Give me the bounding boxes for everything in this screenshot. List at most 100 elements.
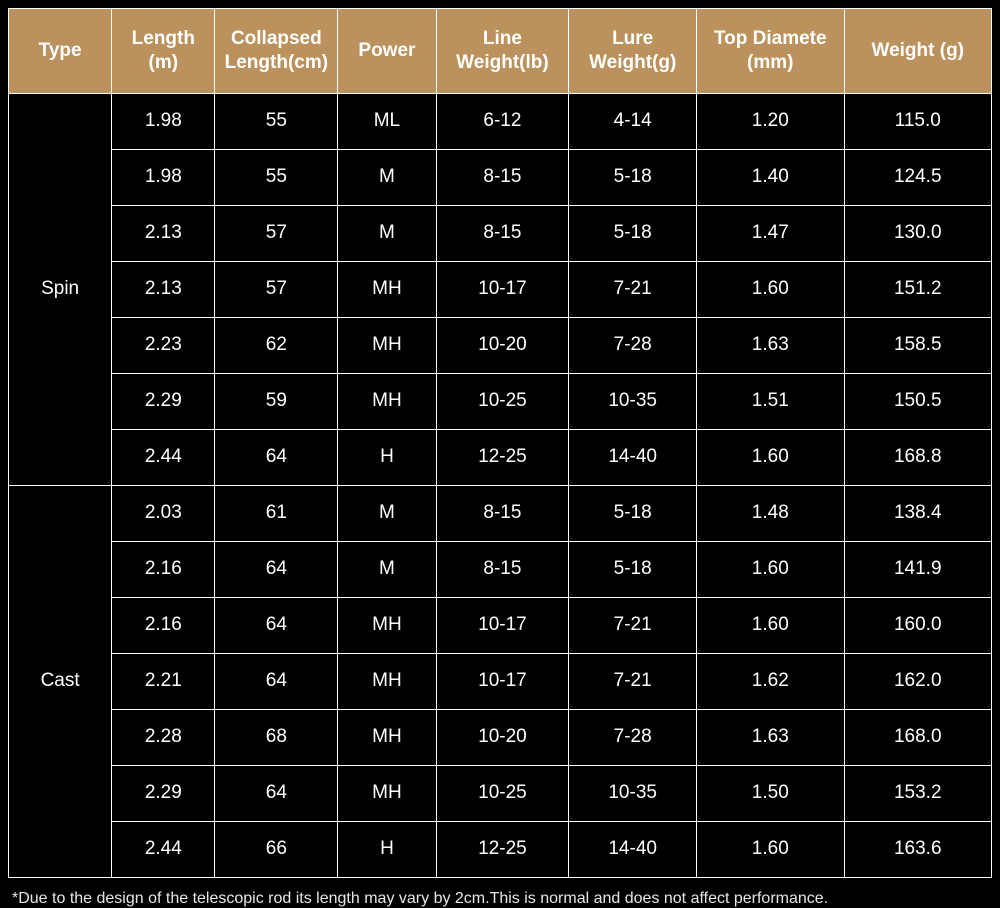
col-header-power: Power	[338, 9, 436, 94]
cell-diameter: 1.60	[697, 597, 844, 653]
cell-lure: 5-18	[569, 541, 697, 597]
cell-length: 2.13	[112, 261, 215, 317]
cell-line: 10-25	[436, 765, 569, 821]
col-header-diameter: Top Diamete (mm)	[697, 9, 844, 94]
cell-length: 2.13	[112, 205, 215, 261]
cell-weight: 151.2	[844, 261, 992, 317]
cell-line: 10-17	[436, 653, 569, 709]
cell-weight: 150.5	[844, 373, 992, 429]
cell-line: 8-15	[436, 541, 569, 597]
col-header-weight: Weight (g)	[844, 9, 992, 94]
cell-line: 10-17	[436, 261, 569, 317]
cell-collapsed: 59	[215, 373, 338, 429]
cell-lure: 5-18	[569, 485, 697, 541]
cell-power: M	[338, 149, 436, 205]
table-body: Spin 1.98 55 ML 6-12 4-14 1.20 115.0 1.9…	[9, 93, 992, 877]
cell-lure: 7-21	[569, 597, 697, 653]
cell-line: 12-25	[436, 429, 569, 485]
cell-weight: 153.2	[844, 765, 992, 821]
cell-lure: 14-40	[569, 821, 697, 877]
cell-diameter: 1.50	[697, 765, 844, 821]
cell-weight: 138.4	[844, 485, 992, 541]
cell-collapsed: 57	[215, 205, 338, 261]
cell-lure: 4-14	[569, 93, 697, 149]
cell-length: 1.98	[112, 93, 215, 149]
cell-power: MH	[338, 653, 436, 709]
cell-diameter: 1.62	[697, 653, 844, 709]
cell-length: 2.23	[112, 317, 215, 373]
table-header-row: Type Length (m) Collapsed Length(cm) Pow…	[9, 9, 992, 94]
table-row: 2.21 64 MH 10-17 7-21 1.62 162.0	[9, 653, 992, 709]
cell-line: 8-15	[436, 485, 569, 541]
cell-collapsed: 55	[215, 93, 338, 149]
table-row: Cast 2.03 61 M 8-15 5-18 1.48 138.4	[9, 485, 992, 541]
cell-collapsed: 68	[215, 709, 338, 765]
cell-collapsed: 64	[215, 653, 338, 709]
cell-weight: 124.5	[844, 149, 992, 205]
cell-weight: 163.6	[844, 821, 992, 877]
cell-lure: 14-40	[569, 429, 697, 485]
cell-length: 2.03	[112, 485, 215, 541]
cell-power: M	[338, 485, 436, 541]
cell-diameter: 1.40	[697, 149, 844, 205]
cell-weight: 130.0	[844, 205, 992, 261]
cell-power: ML	[338, 93, 436, 149]
table-row: 1.98 55 M 8-15 5-18 1.40 124.5	[9, 149, 992, 205]
cell-diameter: 1.60	[697, 821, 844, 877]
cell-line: 8-15	[436, 149, 569, 205]
cell-lure: 5-18	[569, 205, 697, 261]
table-row: 2.44 66 H 12-25 14-40 1.60 163.6	[9, 821, 992, 877]
cell-length: 2.44	[112, 429, 215, 485]
cell-collapsed: 61	[215, 485, 338, 541]
cell-power: MH	[338, 373, 436, 429]
cell-power: MH	[338, 597, 436, 653]
cell-line: 8-15	[436, 205, 569, 261]
cell-length: 2.16	[112, 597, 215, 653]
cell-collapsed: 57	[215, 261, 338, 317]
cell-length: 2.16	[112, 541, 215, 597]
spec-table: Type Length (m) Collapsed Length(cm) Pow…	[8, 8, 992, 878]
cell-weight: 141.9	[844, 541, 992, 597]
cell-weight: 160.0	[844, 597, 992, 653]
cell-power: M	[338, 541, 436, 597]
cell-diameter: 1.48	[697, 485, 844, 541]
cell-diameter: 1.60	[697, 261, 844, 317]
cell-weight: 168.8	[844, 429, 992, 485]
cell-line: 10-20	[436, 317, 569, 373]
cell-length: 1.98	[112, 149, 215, 205]
cell-collapsed: 64	[215, 765, 338, 821]
cell-lure: 7-21	[569, 653, 697, 709]
footnote-text: *Due to the design of the telescopic rod…	[8, 878, 992, 908]
cell-weight: 115.0	[844, 93, 992, 149]
cell-diameter: 1.51	[697, 373, 844, 429]
cell-diameter: 1.63	[697, 709, 844, 765]
table-row: 2.16 64 M 8-15 5-18 1.60 141.9	[9, 541, 992, 597]
cell-lure: 10-35	[569, 765, 697, 821]
table-row: 2.16 64 MH 10-17 7-21 1.60 160.0	[9, 597, 992, 653]
cell-diameter: 1.60	[697, 541, 844, 597]
cell-diameter: 1.63	[697, 317, 844, 373]
table-row: 2.23 62 MH 10-20 7-28 1.63 158.5	[9, 317, 992, 373]
cell-diameter: 1.47	[697, 205, 844, 261]
cell-line: 6-12	[436, 93, 569, 149]
table-row: 2.29 64 MH 10-25 10-35 1.50 153.2	[9, 765, 992, 821]
cell-collapsed: 64	[215, 429, 338, 485]
cell-length: 2.44	[112, 821, 215, 877]
cell-power: H	[338, 821, 436, 877]
table-row: 2.13 57 M 8-15 5-18 1.47 130.0	[9, 205, 992, 261]
cell-line: 12-25	[436, 821, 569, 877]
type-cell-cast: Cast	[9, 485, 112, 877]
table-row: 2.28 68 MH 10-20 7-28 1.63 168.0	[9, 709, 992, 765]
cell-weight: 168.0	[844, 709, 992, 765]
cell-lure: 7-21	[569, 261, 697, 317]
cell-power: MH	[338, 317, 436, 373]
cell-weight: 158.5	[844, 317, 992, 373]
cell-lure: 10-35	[569, 373, 697, 429]
cell-collapsed: 64	[215, 541, 338, 597]
type-cell-spin: Spin	[9, 93, 112, 485]
cell-length: 2.28	[112, 709, 215, 765]
cell-power: MH	[338, 709, 436, 765]
cell-lure: 7-28	[569, 317, 697, 373]
cell-collapsed: 66	[215, 821, 338, 877]
cell-diameter: 1.60	[697, 429, 844, 485]
